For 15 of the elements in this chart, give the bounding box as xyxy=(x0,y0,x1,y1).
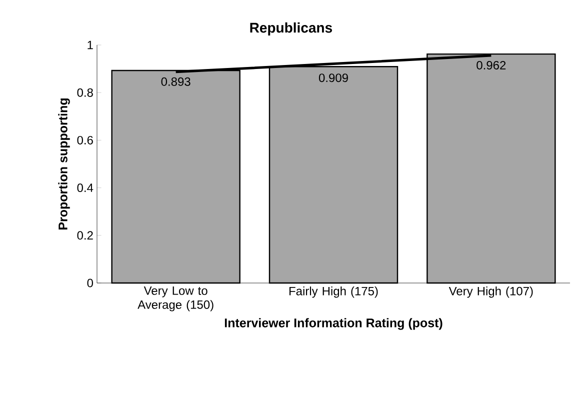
y-tick-label: 0.2 xyxy=(77,231,93,240)
y-tick-label: 0.6 xyxy=(77,136,93,144)
y-tick-label: 0 xyxy=(87,278,94,288)
data-label: 0.893 xyxy=(161,77,190,86)
x-tick-label: Very Low to Average (150) xyxy=(138,286,214,312)
x-tick-label: Fairly High (175) xyxy=(289,286,378,298)
data-label: 0.909 xyxy=(318,74,348,82)
x-axis-title: Interviewer Information Rating (post) xyxy=(224,318,442,330)
x-tick-label: Very High (107) xyxy=(448,286,533,298)
y-tick-label: 0.4 xyxy=(77,184,94,192)
y-axis-title: Proportion supporting xyxy=(58,98,70,230)
chart-title: Republicans xyxy=(250,22,332,36)
y-tick-label: 0.8 xyxy=(77,88,93,97)
data-label: 0.962 xyxy=(476,60,506,70)
y-tick-label: 1 xyxy=(88,40,93,50)
